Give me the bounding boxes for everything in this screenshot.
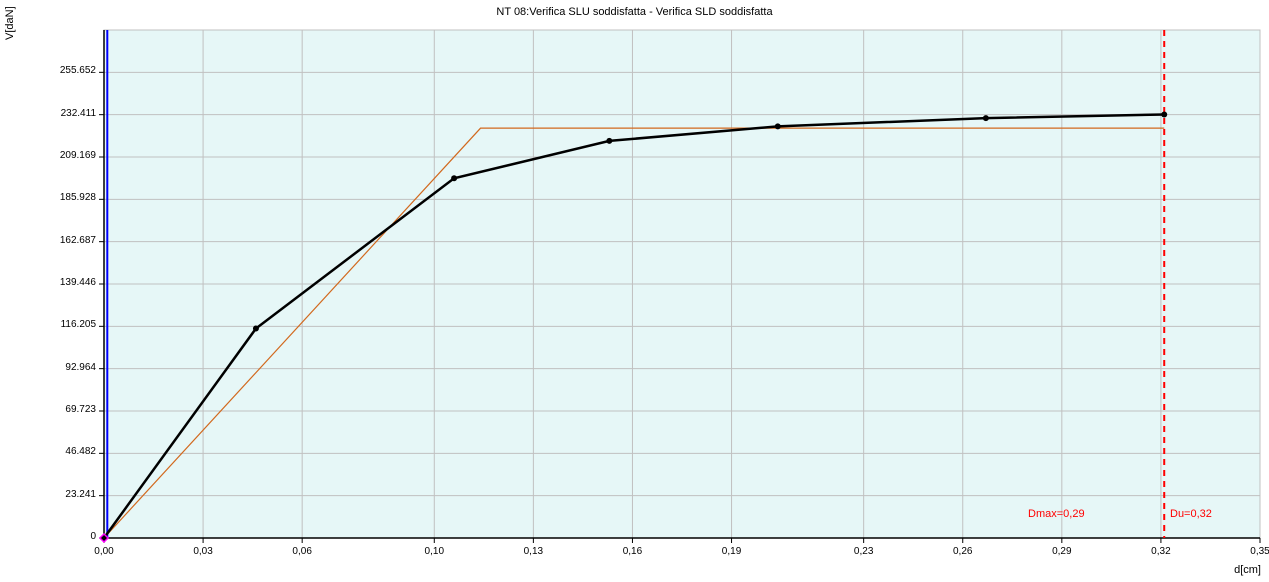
x-tick-label: 0,26 (943, 546, 983, 557)
x-tick-label: 0,00 (84, 546, 124, 557)
x-tick-label: 0,32 (1141, 546, 1181, 557)
chart-annotation: Dmax=0,29 (1028, 508, 1085, 520)
x-tick-label: 0,35 (1240, 546, 1269, 557)
y-tick-label: 255.652 (36, 65, 96, 76)
y-tick-label: 162.687 (36, 235, 96, 246)
x-tick-label: 0,13 (513, 546, 553, 557)
chart-svg (0, 0, 1269, 582)
y-tick-label: 0 (36, 531, 96, 542)
y-tick-label: 46.482 (36, 446, 96, 457)
y-tick-label: 139.446 (36, 277, 96, 288)
y-tick-label: 185.928 (36, 192, 96, 203)
x-tick-label: 0,10 (414, 546, 454, 557)
chart-annotation: Du=0,32 (1170, 508, 1212, 520)
y-tick-label: 116.205 (36, 319, 96, 330)
y-tick-label: 232.411 (36, 108, 96, 119)
x-tick-label: 0,29 (1042, 546, 1082, 557)
y-tick-label: 69.723 (36, 404, 96, 415)
chart-container: NT 08:Verifica SLU soddisfatta - Verific… (0, 0, 1269, 582)
x-tick-label: 0,19 (712, 546, 752, 557)
y-tick-label: 92.964 (36, 362, 96, 373)
y-tick-label: 23.241 (36, 489, 96, 500)
x-tick-label: 0,03 (183, 546, 223, 557)
y-tick-label: 209.169 (36, 150, 96, 161)
x-tick-label: 0,23 (844, 546, 884, 557)
x-tick-label: 0,16 (612, 546, 652, 557)
x-tick-label: 0,06 (282, 546, 322, 557)
